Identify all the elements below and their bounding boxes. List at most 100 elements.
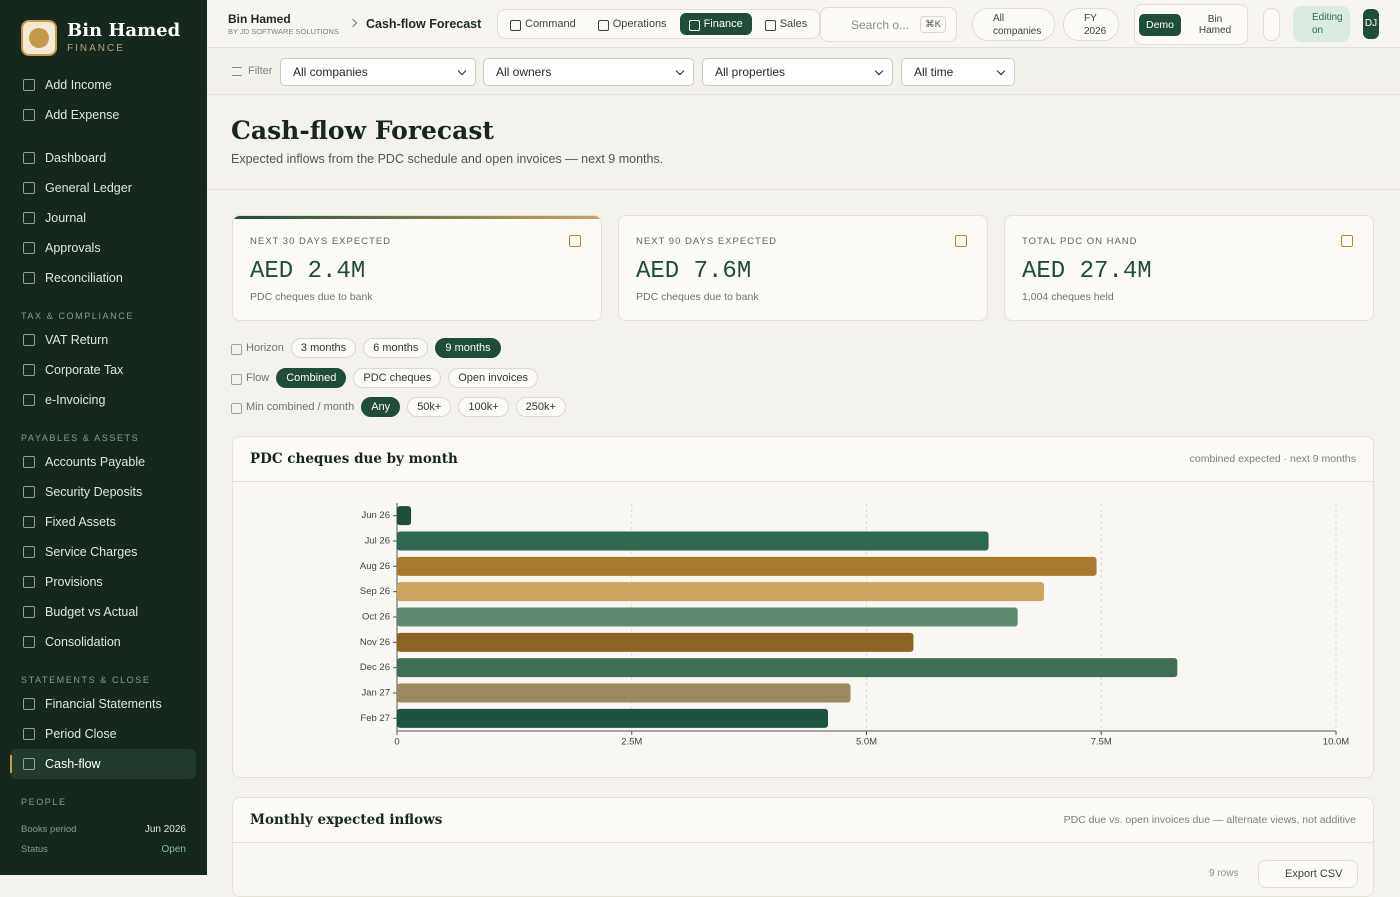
fy-switch[interactable]: FY 2026 [1063, 8, 1119, 41]
kpi-note: PDC cheques due to bank [636, 291, 759, 303]
y-tick-label: Feb 27 [360, 713, 390, 724]
nav-item[interactable]: General Ledger [10, 173, 196, 203]
chip[interactable]: 3 months [290, 338, 357, 358]
filter-label: Filter [248, 65, 273, 77]
nav-item[interactable]: Reconciliation [10, 263, 196, 293]
kpi-card: NEXT 30 DAYS EXPECTED AED 2.4M PDC cheques… [232, 215, 602, 321]
nav-item[interactable]: Dashboard [10, 143, 196, 173]
nav-tab[interactable]: Command [501, 13, 585, 35]
nav-item[interactable]: Corporate Tax [10, 355, 196, 385]
filter-bar: Filter All companies All owners All propert… [207, 48, 1400, 95]
breadcrumb[interactable]: Cash-flow Forecast [366, 17, 482, 31]
logo [21, 20, 57, 56]
nav-tab[interactable]: Sales [756, 13, 817, 35]
user-name[interactable]: Bin Hamed [1198, 13, 1232, 36]
theme-toggle[interactable] [1263, 8, 1280, 41]
kpi-label: TOTAL PDC ON HAND [1022, 236, 1138, 247]
nav-item[interactable]: Consolidation [10, 627, 196, 657]
nav-item[interactable]: Accounts Payable [10, 447, 196, 477]
rows-note: 9 rows [1209, 868, 1239, 879]
table-title: Monthly expected inflows [250, 812, 443, 828]
nav-item[interactable]: e-Invoicing [10, 385, 196, 415]
y-tick-label: Nov 26 [360, 637, 390, 648]
footer-row: Status Open [21, 844, 186, 855]
editing-badge[interactable]: Editing on [1293, 6, 1350, 42]
kpi-label: NEXT 90 DAYS EXPECTED [636, 236, 778, 247]
nav-section-title: PAYABLES & ASSETS [21, 433, 140, 443]
chip[interactable]: 6 months [363, 338, 429, 358]
topbar: Bin Hamed BY JD SOFTWARE SOLUTIONS Cash-fl… [207, 0, 1400, 48]
chip[interactable]: 100k+ [458, 397, 509, 417]
nav-tab[interactable]: Operations [589, 13, 676, 35]
page-title: Cash-flow Forecast [231, 116, 494, 145]
control-label: Min combined / month [231, 401, 354, 414]
nav-item[interactable]: Budget vs Actual [10, 597, 196, 627]
nav-item[interactable]: Fixed Assets [10, 507, 196, 537]
nav-item[interactable]: Cash-flow [10, 749, 196, 779]
y-tick-label: Sep 26 [360, 586, 390, 597]
chip[interactable]: Open invoices [448, 367, 538, 388]
y-tick-label: Oct 26 [362, 612, 390, 623]
footer-row: Books period Jun 2026 [21, 824, 186, 835]
nav-item[interactable]: Add Expense [10, 100, 196, 130]
nav-item[interactable]: Service Charges [10, 537, 196, 567]
chip[interactable]: PDC cheques [353, 367, 442, 388]
x-tick-label: 10.0M [1323, 737, 1349, 748]
bar [397, 607, 1018, 627]
x-tick-label: 0 [394, 737, 399, 748]
filter-select[interactable]: All time [901, 58, 1015, 86]
y-tick-label: Jan 27 [361, 688, 390, 699]
shortcut: ⌘K [920, 16, 946, 33]
chip[interactable]: Combined [276, 367, 347, 388]
nav-item[interactable]: Financial Statements [10, 689, 196, 719]
kpi-card: TOTAL PDC ON HAND AED 27.4M 1,004 cheques … [1004, 215, 1374, 321]
search[interactable]: Search o... ⌘K [820, 7, 957, 42]
nav-item[interactable]: Provisions [10, 567, 196, 597]
footer-label: Books period [21, 824, 77, 835]
table-subtitle: PDC due vs. open invoices due — alternat… [1063, 814, 1356, 826]
nav-section-title: TAX & COMPLIANCE [21, 311, 134, 321]
filter-select[interactable]: All companies [280, 58, 476, 86]
nav-item[interactable]: VAT Return [10, 325, 196, 355]
filter-icon [232, 67, 242, 76]
x-tick-label: 2.5M [621, 737, 642, 748]
bar [397, 683, 851, 703]
export-button[interactable]: Export CSV [1258, 860, 1358, 888]
nav-gap [10, 130, 196, 143]
sidebar: Bin Hamed FINANCE Add Income Add Expense Das… [0, 0, 207, 875]
control-row: Flow Combined PDC cheques Open invoices [231, 367, 538, 388]
nav-item[interactable]: Add Income [10, 70, 196, 100]
chip[interactable]: 9 months [435, 338, 501, 358]
chip[interactable]: 50k+ [407, 397, 452, 417]
filter-select[interactable]: All properties [702, 58, 893, 86]
nav-item[interactable]: Period Close [10, 719, 196, 749]
kpi-card: NEXT 90 DAYS EXPECTED AED 7.6M PDC cheques… [618, 215, 988, 321]
nav-item[interactable]: Journal [10, 203, 196, 233]
nav-tabs: Command Operations Finance Sales [497, 9, 821, 39]
bar [397, 556, 1097, 576]
nav-section-title: STATEMENTS & CLOSE [21, 675, 151, 685]
crumb-sep [348, 18, 358, 28]
y-tick-label: Aug 26 [360, 561, 390, 572]
chart: 0 2.5M 5.0M 7.5M 10.0M Jun 26 Jul 26 Aug 26 Sep … [360, 503, 1349, 748]
chart-card: PDC cheques due by month combined expecte… [232, 436, 1374, 778]
filter-select[interactable]: All owners [483, 58, 694, 86]
table-card: Monthly expected inflows PDC due vs. open… [232, 797, 1374, 897]
nav-item[interactable]: Approvals [10, 233, 196, 263]
nav-item[interactable]: Security Deposits [10, 477, 196, 507]
chip[interactable]: 250k+ [515, 397, 566, 417]
company-switch[interactable]: All companies [972, 8, 1055, 41]
demo-badge[interactable]: Demo [1139, 13, 1182, 36]
chip[interactable]: Any [361, 397, 401, 417]
kpi-value: AED 2.4M [250, 258, 366, 285]
nav-tab[interactable]: Finance [679, 13, 752, 35]
bar [397, 658, 1178, 678]
kpi-label: NEXT 30 DAYS EXPECTED [250, 236, 392, 247]
avatar[interactable]: DJ [1363, 9, 1379, 39]
divider [207, 189, 1400, 190]
page-subtitle: Expected inflows from the PDC schedule a… [231, 152, 664, 166]
org-sub: BY JD SOFTWARE SOLUTIONS [228, 27, 339, 36]
kpi-accent [233, 216, 601, 219]
brand-name: Bin Hamed [67, 20, 181, 41]
x-tick-label: 7.5M [1091, 737, 1112, 748]
